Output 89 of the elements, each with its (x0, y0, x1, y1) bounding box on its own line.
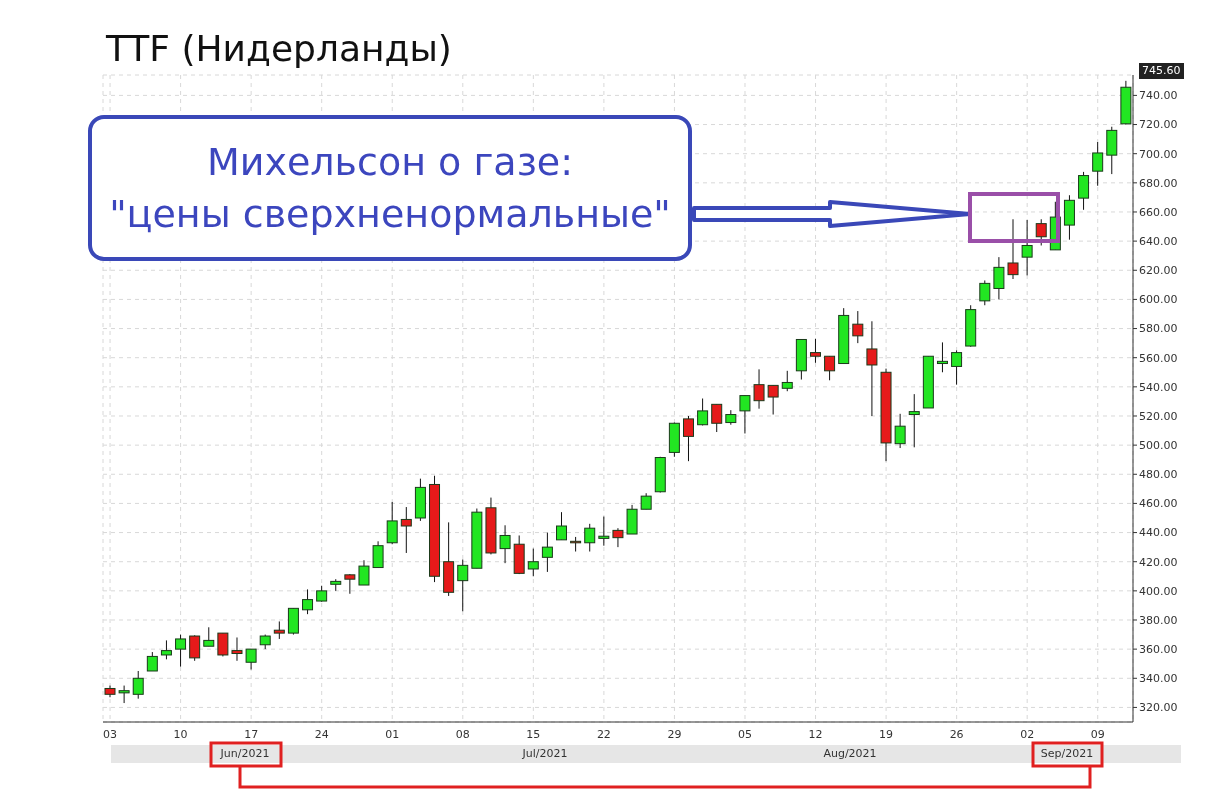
x-tick-label: 05 (737, 727, 752, 741)
candlestick (302, 588, 314, 615)
y-tick-label: 420.00 (1139, 555, 1178, 569)
y-tick-label: 460.00 (1139, 497, 1178, 511)
x-tick-label: 02 (1020, 727, 1035, 741)
y-tick-label: 560.00 (1139, 351, 1178, 365)
x-tick-label: 24 (314, 727, 329, 741)
y-tick-label: 580.00 (1139, 322, 1178, 336)
y-tick-label: 600.00 (1139, 293, 1178, 307)
y-tick-label: 500.00 (1139, 439, 1178, 453)
candlestick (457, 559, 469, 612)
candlestick (203, 626, 215, 647)
candlestick (1035, 218, 1047, 246)
y-tick-label: 660.00 (1139, 205, 1178, 219)
x-tick-label: 15 (526, 727, 541, 741)
y-tick-label: 440.00 (1139, 526, 1178, 540)
candlestick (598, 516, 610, 547)
x-tick-label: 10 (173, 727, 188, 741)
y-tick-label: 360.00 (1139, 643, 1178, 657)
x-tick-label: 17 (244, 727, 259, 741)
text: 745.60 (1139, 63, 1184, 79)
candlestick (908, 393, 920, 448)
candlestick (386, 501, 398, 545)
text: Aug/2021 (822, 747, 878, 760)
candlestick (993, 256, 1005, 300)
x-tick-label: 22 (596, 727, 611, 741)
chart-title: TTF (Нидерланды) (106, 28, 452, 69)
annotation: Михельсон о газе: "цены сверхненормальные" (88, 115, 692, 261)
candlestick (936, 341, 948, 373)
x-tick-label: 09 (1090, 727, 1105, 741)
candlestick (809, 338, 821, 364)
x-tick-label: 08 (455, 727, 470, 741)
x-tick-label: 01 (385, 727, 400, 741)
y-tick-label: 380.00 (1139, 613, 1178, 627)
y-tick-label: 720.00 (1139, 118, 1178, 132)
candlestick (894, 413, 906, 449)
candlestick (979, 279, 991, 306)
y-tick-label: 480.00 (1139, 468, 1178, 482)
candlestick (231, 636, 243, 662)
y-tick-label: 680.00 (1139, 176, 1178, 190)
candlestick (739, 395, 751, 434)
y-tick-label: 540.00 (1139, 380, 1178, 394)
candlestick (400, 506, 412, 554)
x-tick-label: 19 (879, 727, 894, 741)
x-tick-label: 12 (808, 727, 823, 741)
y-tick-label: 640.00 (1139, 235, 1178, 249)
y-tick-label: 740.00 (1139, 89, 1178, 103)
candlestick (753, 368, 765, 410)
y-tick-label: 400.00 (1139, 584, 1178, 598)
candlestick (1078, 171, 1090, 211)
candlestick (245, 648, 257, 671)
candlestick (767, 384, 779, 416)
x-tick-label: 29 (667, 727, 682, 741)
candlestick (682, 415, 694, 462)
candlestick (556, 511, 568, 541)
candlestick (146, 651, 158, 672)
candlestick (951, 349, 963, 386)
candlestick (711, 403, 723, 433)
candlestick (781, 370, 793, 392)
candlestick (866, 320, 878, 417)
candlestick (584, 523, 596, 553)
candlestick (1021, 219, 1033, 276)
candlestick (1092, 141, 1104, 187)
candlestick (612, 527, 624, 548)
candlestick (372, 540, 384, 569)
candlestick (527, 548, 539, 577)
text: Jul/2021 (521, 747, 569, 760)
text: Sep/2021 (1039, 747, 1095, 760)
candlestick (175, 634, 187, 668)
y-tick-label: 320.00 (1139, 701, 1178, 715)
candlestick (358, 559, 370, 586)
y-tick-label: 340.00 (1139, 672, 1178, 686)
candlestick (541, 532, 553, 573)
candlestick (189, 634, 201, 662)
x-tick-label: 26 (949, 727, 964, 741)
text: Jun/2021 (219, 747, 271, 760)
y-tick-label: 520.00 (1139, 409, 1178, 423)
x-tick-label: 03 (103, 727, 118, 741)
candlestick (132, 670, 144, 700)
y-tick-label: 700.00 (1139, 147, 1178, 161)
candlestick (1007, 218, 1019, 280)
y-tick-label: 620.00 (1139, 264, 1178, 278)
candlestick (118, 685, 130, 704)
candlestick (344, 573, 356, 595)
candlestick (499, 524, 511, 564)
candlestick (160, 639, 172, 660)
candlestick (697, 398, 709, 426)
candlestick (852, 310, 864, 344)
candlestick (824, 355, 836, 381)
